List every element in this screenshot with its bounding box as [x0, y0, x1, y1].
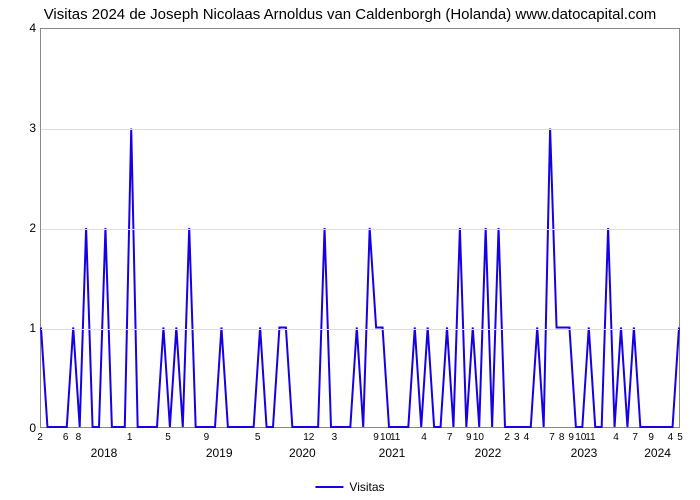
x-tick-minor: 9: [648, 432, 654, 443]
x-tick-minor: 9: [466, 432, 472, 443]
x-tick-minor: 11: [390, 432, 400, 443]
x-tick-minor: 4: [421, 432, 427, 443]
x-tick-minor: 4: [613, 432, 619, 443]
x-tick-minor: 5: [165, 432, 171, 443]
x-tick-year: 2018: [91, 446, 118, 460]
x-tick-minor: 5: [677, 432, 683, 443]
line-series: [41, 29, 679, 427]
y-tick-label: 3: [20, 121, 36, 135]
x-tick-minor: 9: [568, 432, 574, 443]
x-tick-minor: 3: [332, 432, 338, 443]
chart-title: Visitas 2024 de Joseph Nicolaas Arnoldus…: [0, 6, 700, 23]
x-tick-minor: 1: [127, 432, 133, 443]
y-tick-label: 4: [20, 21, 36, 35]
x-tick-minor: 7: [549, 432, 555, 443]
x-tick-minor: 4: [524, 432, 530, 443]
x-tick-minor: 5: [255, 432, 261, 443]
x-tick-year: 2021: [379, 446, 406, 460]
x-tick-year: 2022: [475, 446, 502, 460]
x-tick-minor: 8: [559, 432, 565, 443]
y-tick-label: 2: [20, 221, 36, 235]
x-tick-minor: 6: [63, 432, 69, 443]
legend: Visitas: [315, 480, 384, 494]
x-tick-minor: 9: [373, 432, 379, 443]
x-tick-minor: 3: [514, 432, 520, 443]
x-tick-year: 2020: [289, 446, 316, 460]
x-tick-minor: 8: [76, 432, 82, 443]
x-tick-minor: 9: [204, 432, 210, 443]
x-tick-minor: 2: [37, 432, 43, 443]
x-tick-minor: 4: [668, 432, 674, 443]
x-tick-minor: 2: [504, 432, 510, 443]
x-tick-year: 2024: [644, 446, 671, 460]
x-tick-minor: 7: [447, 432, 453, 443]
legend-swatch: [315, 486, 343, 488]
x-tick-minor: 7: [632, 432, 638, 443]
x-tick-year: 2023: [571, 446, 598, 460]
y-tick-label: 1: [20, 321, 36, 335]
x-tick-year: 2019: [206, 446, 233, 460]
x-tick-minor: 10: [473, 432, 484, 443]
legend-label: Visitas: [349, 480, 384, 494]
y-tick-label: 0: [20, 421, 36, 435]
visits-line-chart: Visitas 2024 de Joseph Nicolaas Arnoldus…: [0, 0, 700, 500]
x-tick-minor: 12: [303, 432, 314, 443]
x-tick-minor: 11: [585, 432, 595, 443]
plot-area: [40, 28, 680, 428]
